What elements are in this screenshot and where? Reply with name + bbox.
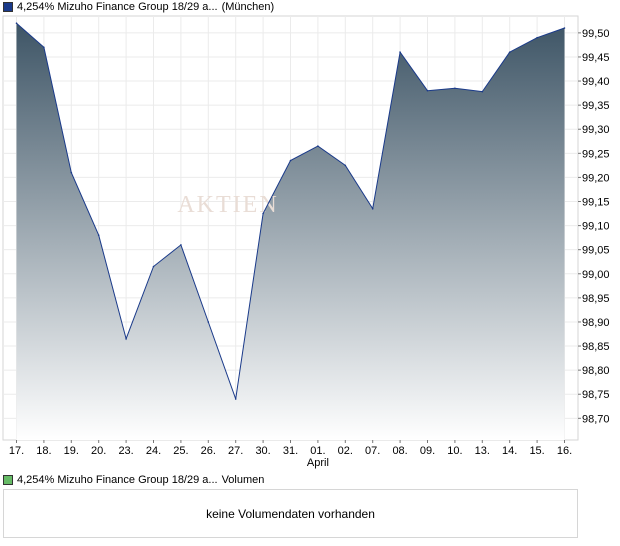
x-month-label: April xyxy=(307,457,329,469)
price-legend: 4,254% Mizuho Finance Group 18/29 a... (… xyxy=(3,0,278,14)
x-tick-label: 13. xyxy=(475,445,490,457)
volume-legend-swatch xyxy=(3,475,13,485)
x-tick-label: 14. xyxy=(502,445,517,457)
y-tick-label: 99,15 xyxy=(582,197,610,209)
y-tick-label: 99,00 xyxy=(582,269,610,281)
price-points xyxy=(15,22,566,400)
x-tick-label: 23. xyxy=(118,445,133,457)
price-area-fill xyxy=(16,23,565,440)
x-tick-label: 01. xyxy=(310,445,325,457)
y-tick-label: 98,80 xyxy=(582,365,610,377)
price-point-01 xyxy=(317,145,319,147)
x-tick-label: 31. xyxy=(283,445,298,457)
x-tick-label: 07. xyxy=(365,445,380,457)
x-tick-label: 17. xyxy=(9,445,24,457)
y-tick-label: 99,30 xyxy=(582,124,610,136)
x-axis-ticks: 17. 18. 19. 20. 23. 24. 25. 26. 27. 30. 31. 01. 02. 0… xyxy=(9,440,572,469)
x-tick-label: 10. xyxy=(447,445,462,457)
price-point-02 xyxy=(344,164,347,167)
price-point-24 xyxy=(152,265,155,268)
price-point-25 xyxy=(180,244,182,246)
x-tick-label: 02. xyxy=(338,445,353,457)
price-point-07 xyxy=(371,207,374,210)
y-tick-label: 99,40 xyxy=(582,76,610,88)
x-tick-label: 16. xyxy=(557,445,572,457)
price-point-23 xyxy=(125,338,127,340)
price-point-20 xyxy=(97,234,100,237)
x-tick-label: 18. xyxy=(36,445,51,457)
price-point-18 xyxy=(43,46,45,49)
y-tick-label: 98,90 xyxy=(582,317,610,329)
price-point-13 xyxy=(481,90,484,93)
price-legend-swatch xyxy=(3,2,13,12)
watermark-text: AKTIEN xyxy=(177,192,278,218)
y-axis-ticks: 99,50 99,45 99,40 99,35 99,30 99,25 99,20 99,15… xyxy=(578,28,610,425)
x-tick-label: 25. xyxy=(173,445,188,457)
x-tick-label: 27. xyxy=(228,445,243,457)
volume-legend-name: 4,254% Mizuho Finance Group 18/29 a... xyxy=(17,474,218,486)
price-point-08 xyxy=(399,51,401,53)
price-point-14 xyxy=(508,51,511,53)
x-tick-label: 20. xyxy=(91,445,106,457)
price-point-26 xyxy=(207,321,210,323)
x-tick-label: 26. xyxy=(201,445,216,457)
y-tick-label: 99,35 xyxy=(582,100,610,112)
price-point-10 xyxy=(454,87,456,90)
price-point-19 xyxy=(70,171,73,174)
y-tick-label: 99,20 xyxy=(582,172,610,184)
y-tick-label: 98,85 xyxy=(582,341,610,353)
x-tick-label: 09. xyxy=(420,445,435,457)
price-chart: AKTIEN 99,5099,4599,4099,3599,3099,2599,… xyxy=(2,15,610,469)
volume-panel: keine Volumendaten vorhanden xyxy=(3,489,578,538)
y-tick-label: 99,45 xyxy=(582,52,610,64)
price-point-09 xyxy=(426,89,429,92)
price-point-30 xyxy=(262,212,264,215)
y-tick-label: 99,10 xyxy=(582,221,610,233)
x-tick-label: 30. xyxy=(255,445,270,457)
price-point-31 xyxy=(289,159,292,162)
volume-legend: 4,254% Mizuho Finance Group 18/29 a... V… xyxy=(3,473,268,487)
price-point-17 xyxy=(15,22,18,25)
x-tick-label: 24. xyxy=(146,445,161,457)
y-tick-label: 99,25 xyxy=(582,148,610,160)
x-tick-label: 08. xyxy=(392,445,407,457)
x-tick-label: 19. xyxy=(64,445,79,457)
y-tick-label: 98,95 xyxy=(582,293,610,305)
y-tick-label: 99,05 xyxy=(582,245,610,257)
price-legend-venue: (München) xyxy=(221,1,275,13)
x-tick-label: 15. xyxy=(529,445,544,457)
y-tick-label: 98,70 xyxy=(582,413,610,425)
y-tick-label: 98,75 xyxy=(582,389,610,401)
price-legend-name: 4,254% Mizuho Finance Group 18/29 a... xyxy=(17,1,218,13)
price-point-16 xyxy=(563,27,566,29)
volume-empty-message: keine Volumendaten vorhanden xyxy=(206,507,375,521)
y-tick-label: 99,50 xyxy=(582,28,610,40)
price-point-27 xyxy=(234,398,237,400)
volume-legend-label: Volumen xyxy=(221,474,265,486)
price-point-15 xyxy=(536,36,538,39)
